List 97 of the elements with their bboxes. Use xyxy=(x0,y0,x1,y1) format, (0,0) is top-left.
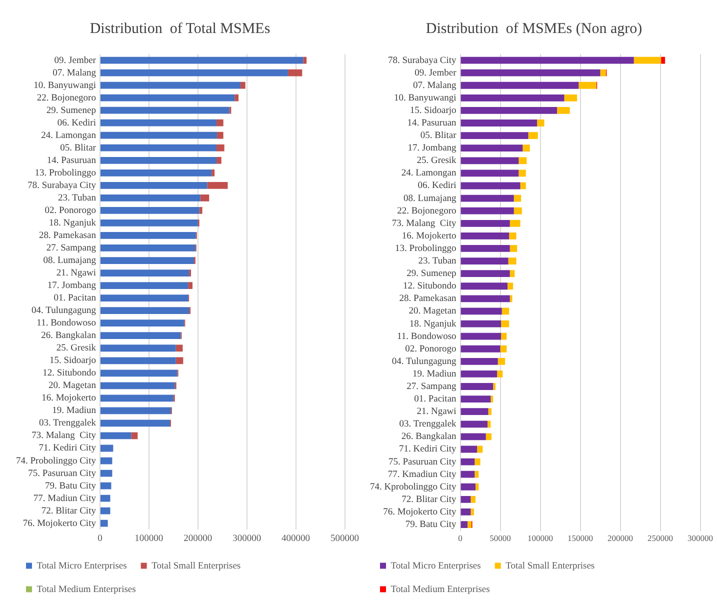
y-tick-label: 03. Trenggalek xyxy=(38,418,96,429)
x-tick-label: 200000 xyxy=(608,533,634,544)
y-tick-label: 15. Sidoarjo xyxy=(50,356,96,366)
y-tick-label: 13. Probolinggo xyxy=(34,168,96,178)
x-tick-label: 0 xyxy=(98,534,103,544)
y-tick-label: 75. Pasuruan City xyxy=(28,468,96,479)
y-tick-label: 76. Mojokerto City xyxy=(22,518,96,529)
y-tick-label: 28. Pamekasan xyxy=(399,294,457,304)
y-tick-label: 29. Sumenep xyxy=(406,269,457,280)
y-tick-label: 28. Pamekasan xyxy=(38,230,96,241)
y-tick-label: 26. Bangkalan xyxy=(41,331,96,342)
y-tick-label: 72. Blitar City xyxy=(402,494,457,505)
x-tick-label: 500000 xyxy=(330,534,360,544)
y-tick-label: 18. Nganjuk xyxy=(409,319,457,330)
y-tick-label: 14. Pasuruan xyxy=(46,156,96,166)
y-tick-label: 78. Surabaya City xyxy=(388,56,457,66)
y-tick-label: 27. Sampang xyxy=(46,243,96,254)
y-tick-label: 22. Bojonegoro xyxy=(397,206,457,216)
y-tick-label: 01. Pacitan xyxy=(54,294,96,304)
y-tick-label: 71. Kediri City xyxy=(38,444,96,454)
y-tick-label: 22. Bojonegoro xyxy=(36,93,96,104)
y-tick-label: 79. Batu City xyxy=(45,481,96,492)
y-tick-label: 10. Banyuwangi xyxy=(394,93,457,104)
x-tick-label: 300000 xyxy=(232,534,262,544)
y-tick-label: 27. Sampang xyxy=(406,382,457,392)
y-tick-label: 71. Kediri City xyxy=(399,444,457,455)
y-tick-label: 74. Probolinggo City xyxy=(16,456,96,466)
legend-label: Total Small Enterprises xyxy=(506,561,595,572)
y-tick-label: 23. Tuban xyxy=(58,193,96,204)
x-tick-label: 250000 xyxy=(648,533,674,544)
y-tick-label: 26. Bangkalan xyxy=(401,432,457,442)
y-tick-label: 12. Situbondo xyxy=(402,282,457,292)
x-tick-label: 150000 xyxy=(568,533,594,544)
y-tick-label: 08. Lumajang xyxy=(404,194,457,204)
y-tick-label: 75. Pasuruan City xyxy=(388,457,457,468)
y-tick-label: 73. Malang City xyxy=(32,431,96,442)
legend-label: Total Micro Enterprises xyxy=(36,561,128,572)
y-tick-label: 72. Blitar City xyxy=(41,506,96,516)
y-tick-label: 07. Malang xyxy=(413,80,457,91)
y-tick-label: 24. Lamongan xyxy=(41,130,96,141)
legend-label: Total Small Enterprises xyxy=(152,561,241,572)
y-tick-label: 78. Surabaya City xyxy=(28,180,96,191)
y-tick-label: 20. Magetan xyxy=(408,306,457,317)
y-tick-label: 12. Situbondo xyxy=(42,368,96,379)
legend-label: Total Micro Enterprises xyxy=(390,561,482,572)
y-tick-label: 09. Jember xyxy=(54,56,97,66)
y-tick-label: 23. Tuban xyxy=(418,256,457,267)
y-tick-label: 06. Kediri xyxy=(57,118,96,128)
chart-title: Distribution of Total MSMEs xyxy=(90,20,270,37)
y-tick-label: 02. Ponorogo xyxy=(44,206,96,216)
x-tick-label: 100000 xyxy=(528,533,554,544)
x-tick-label: 50000 xyxy=(490,533,511,544)
y-tick-label: 04. Tulungagung xyxy=(392,356,457,367)
y-tick-label: 02. Ponorogo xyxy=(405,344,457,354)
legend-label: Total Medium Enterprises xyxy=(36,584,136,595)
y-tick-label: 09. Jember xyxy=(414,68,458,78)
y-tick-label: 18. Nganjuk xyxy=(48,218,96,228)
y-tick-label: 17. Jombang xyxy=(408,144,457,154)
x-tick-label: 100000 xyxy=(134,534,164,544)
x-tick-label: 400000 xyxy=(282,534,310,544)
y-tick-label: 10. Banyuwangi xyxy=(34,80,96,91)
y-tick-label: 17. Jombang xyxy=(47,281,96,292)
y-tick-label: 08. Lumajang xyxy=(43,256,96,266)
y-tick-label: 03. Trenggalek xyxy=(399,420,457,430)
y-tick-label: 21. Ngawi xyxy=(416,407,457,418)
y-tick-label: 77. Kmadiun City xyxy=(388,470,457,480)
y-tick-label: 06. Kediri xyxy=(418,181,457,192)
y-tick-label: 76. Mojokerto City xyxy=(383,507,457,518)
y-tick-label: 13. Probolinggo xyxy=(395,244,457,254)
y-tick-label: 16. Mojokerto xyxy=(42,394,96,404)
y-tick-label: 04. Tulungagung xyxy=(32,306,96,316)
y-tick-label: 74. Kprobolinggo City xyxy=(370,482,457,492)
y-tick-label: 07. Malang xyxy=(52,68,96,78)
y-tick-label: 05. Blitar xyxy=(420,131,458,142)
x-tick-label: 0 xyxy=(458,533,462,544)
y-tick-label: 19. Madiun xyxy=(52,406,96,416)
y-tick-label: 19. Madiun xyxy=(412,369,457,380)
chart-title: Distribution of MSMEs (Non agro) xyxy=(426,20,642,37)
y-tick-label: 21. Ngawi xyxy=(56,268,96,279)
y-tick-label: 16. Mojokerto xyxy=(402,231,457,242)
y-tick-label: 11. Bondowoso xyxy=(36,318,96,329)
y-tick-label: 79. Batu City xyxy=(405,520,457,530)
y-tick-label: 73. Malang City xyxy=(392,218,457,229)
legend-label: Total Medium Enterprises xyxy=(390,584,490,595)
y-tick-label: 77. Madiun City xyxy=(33,494,96,504)
y-tick-label: 01. Pacitan xyxy=(414,394,457,405)
y-tick-label: 29. Sumenep xyxy=(46,106,96,116)
x-tick-label: 300000 xyxy=(688,533,713,544)
y-tick-label: 25. Gresik xyxy=(416,156,457,166)
x-tick-label: 200000 xyxy=(184,534,212,544)
y-tick-label: 24. Lamongan xyxy=(401,168,457,179)
y-tick-label: 05. Blitar xyxy=(60,143,97,154)
y-tick-label: 15. Sidoarjo xyxy=(410,106,457,116)
y-tick-label: 14. Pasuruan xyxy=(407,118,457,129)
y-tick-label: 11. Bondowoso xyxy=(396,332,457,342)
y-tick-label: 25. Gresik xyxy=(56,344,96,354)
y-tick-label: 20. Magetan xyxy=(48,381,96,392)
